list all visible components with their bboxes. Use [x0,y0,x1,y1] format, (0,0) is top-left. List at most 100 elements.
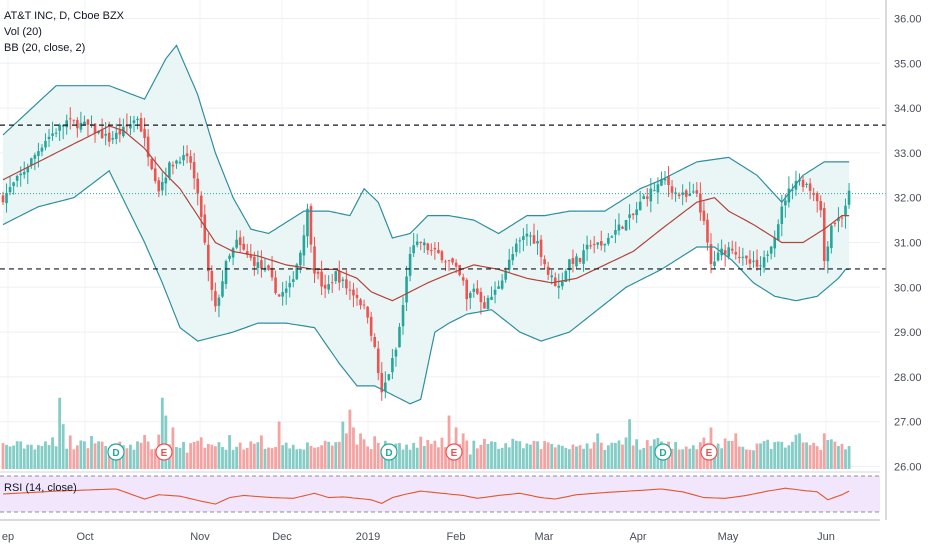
volume-bar [355,444,359,469]
candle-body [621,226,624,229]
candle-body [688,193,692,196]
volume-bar [256,442,260,469]
candle-body [93,123,97,134]
candle-body [582,250,585,264]
candle-body [539,239,543,257]
volume-bar [75,445,79,469]
volume-bar [408,449,412,469]
volume-bar [518,441,522,469]
volume-bar [274,446,277,469]
event-circle [107,443,125,461]
event-circle [155,443,173,461]
candle-body [320,271,323,287]
candle-body [515,243,518,253]
volume-bar [214,446,217,469]
candle-body [575,256,578,267]
price-tick-label: 36.00 [894,14,922,26]
candles[interactable] [1,107,851,401]
candle-body [419,241,423,243]
candle-body [274,277,277,294]
volume-bar [500,447,504,469]
candle-body [79,122,83,130]
volume-bar [249,441,253,469]
dividend-marker: D [380,443,398,461]
volume-bar [344,433,348,469]
volume-bar [472,440,476,469]
symbol-title[interactable]: AT&T INC, D, Cboe BZX [4,10,125,22]
bollinger-fill [3,45,850,404]
candle-body [111,138,115,140]
bb-legend[interactable]: BB (20, close, 2) [4,42,86,54]
volume-bar [260,435,263,469]
candle-body [805,183,808,185]
volume-bar [766,439,770,469]
candle-body [713,261,716,267]
candle-body [277,294,281,297]
candle-body [645,196,649,199]
volume-bar [461,433,465,469]
candle-body [228,255,231,259]
volume-bar [837,446,840,469]
volume-bar [465,440,469,469]
volume-bar [829,439,833,469]
candle-body [1,195,5,203]
volume-bar [631,445,635,469]
volume-bar [437,447,440,469]
volume-bar [366,446,370,469]
volume-bar [822,433,826,469]
rsi-line [2,487,850,505]
volume-bar [125,448,129,469]
time-tick-label: Mar [535,531,554,543]
volume-bar [224,449,228,469]
candle-body [104,133,107,136]
volume-bar [302,449,306,469]
volume-bar [132,449,136,469]
candle-body [465,279,469,300]
candle-body [681,192,684,195]
candle-body [684,190,688,197]
candle-body [231,248,235,258]
volume-bar [695,449,699,469]
volume-bar [313,447,316,469]
volume-bar [221,447,224,469]
volume-bar [185,452,189,469]
volume-bar [206,443,210,469]
volume-bar [83,441,86,469]
rsi-legend[interactable]: RSI (14, close) [4,482,77,494]
volume-bar [780,441,784,469]
candle-body [178,161,182,164]
dividend-marker: D [654,443,672,461]
candle-body [26,167,30,173]
volume-bar [635,439,639,469]
volume-legend[interactable]: Vol (20) [4,26,42,38]
volume-bar [79,440,83,469]
volume-bar [681,449,685,469]
volume-bar [677,449,681,469]
volume-bar [514,440,518,469]
candle-body [791,189,794,191]
volume-bar [58,397,62,469]
bollinger-band-fill [3,45,850,404]
time-tick-label: Oct [76,531,93,543]
candle-body [518,240,522,242]
candle-body [114,132,118,139]
time-tick-label: Feb [447,531,466,543]
volume-bar [235,446,239,469]
candle-body [330,282,334,284]
volume-bar [720,448,724,469]
volume-bar [734,433,738,469]
candle-body [302,235,306,256]
candle-body [210,270,214,290]
volume-bar [759,443,762,469]
candle-body [86,119,90,125]
candle-body [656,184,660,193]
volume-bar [582,448,585,469]
candle-body [592,244,596,246]
time-tick-label: Apr [629,531,646,543]
candle-body [242,243,246,250]
candle-body [759,265,762,267]
candle-body [288,283,292,288]
volume-bar [291,444,295,469]
